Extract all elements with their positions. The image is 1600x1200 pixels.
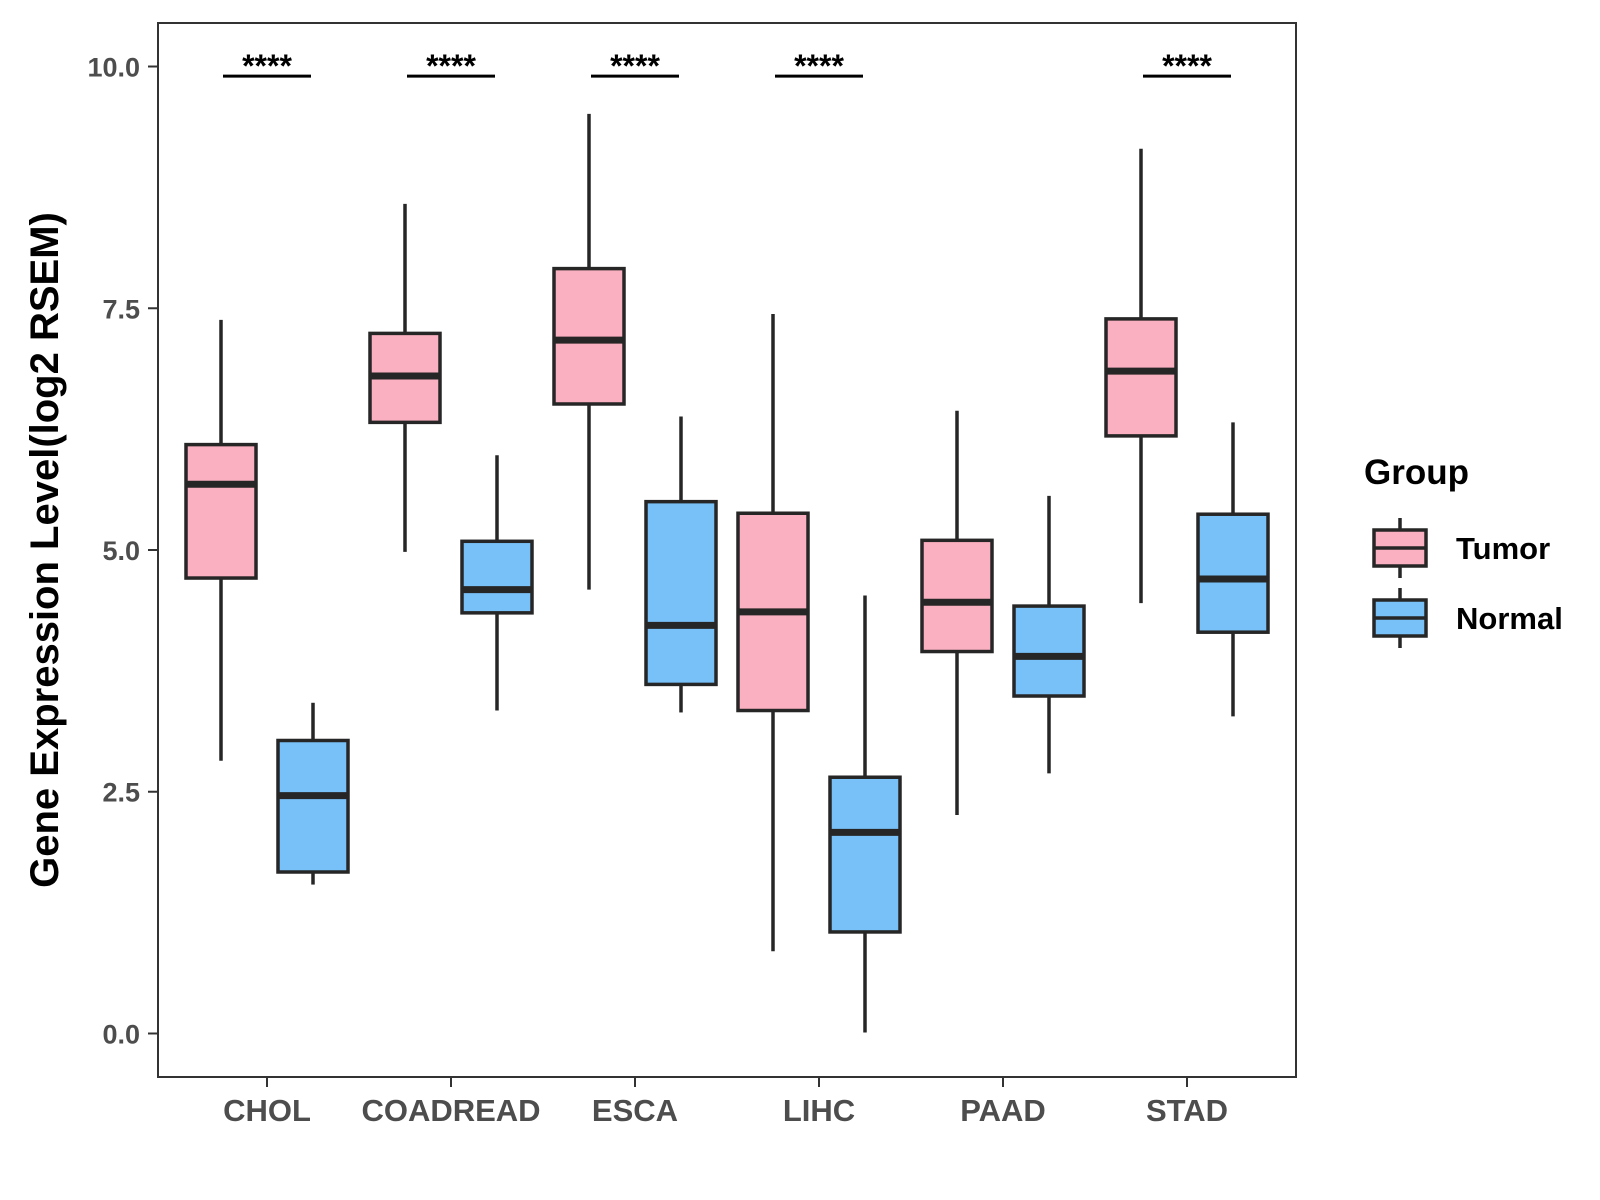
- box-tumor-coadread: [368, 203, 442, 552]
- box-iqr: [828, 775, 902, 934]
- box-iqr: [460, 539, 534, 615]
- x-tick-label: COADREAD: [361, 1093, 540, 1128]
- y-tick-label: 2.5: [102, 778, 140, 808]
- legend: Group Tumor Normal: [1364, 453, 1563, 648]
- box-tumor-paad: [920, 410, 994, 815]
- significance-label: ****: [1162, 48, 1212, 84]
- y-tick-label: 7.5: [102, 294, 140, 324]
- x-axis: CHOL COADREAD ESCA LIHC PAAD STAD: [223, 1077, 1228, 1128]
- x-tick-label: PAAD: [960, 1093, 1046, 1128]
- box-tumor-chol: [184, 319, 258, 761]
- box-normal-lihc: [828, 595, 902, 1033]
- box-tumor-esca: [552, 113, 626, 590]
- y-axis: 0.0 2.5 5.0 7.5 10.0: [87, 53, 158, 1049]
- x-tick-label: ESCA: [592, 1093, 678, 1128]
- box-iqr: [552, 266, 626, 406]
- box-normal-esca: [644, 416, 718, 713]
- significance-label: ****: [242, 48, 292, 84]
- y-tick-label: 10.0: [87, 53, 140, 83]
- significance-label: ****: [794, 48, 844, 84]
- legend-title: Group: [1364, 453, 1469, 492]
- box-tumor-lihc: [736, 314, 810, 952]
- box-iqr: [1012, 604, 1086, 698]
- legend-item-normal: Normal: [1372, 588, 1563, 648]
- significance-label: ****: [610, 48, 660, 84]
- x-tick-label: CHOL: [223, 1093, 311, 1128]
- box-iqr: [1104, 317, 1178, 438]
- box-iqr: [644, 499, 718, 687]
- y-tick-label: 0.0: [102, 1019, 140, 1049]
- box-normal-coadread: [460, 455, 534, 711]
- plot-panel: [157, 22, 1297, 1078]
- x-tick-label: STAD: [1146, 1093, 1228, 1128]
- box-iqr: [184, 442, 258, 580]
- legend-label: Normal: [1456, 601, 1563, 636]
- box-tumor-stad: [1104, 148, 1178, 604]
- box-normal-stad: [1196, 422, 1270, 717]
- y-axis-title: Gene Expression Level(log2 RSEM): [23, 212, 67, 888]
- box-normal-paad: [1012, 495, 1086, 774]
- box-iqr: [276, 738, 350, 874]
- box-iqr: [1196, 512, 1270, 634]
- box-normal-chol: [276, 702, 350, 885]
- significance-label: ****: [426, 48, 476, 84]
- box-series: [184, 113, 1270, 1033]
- legend-label: Tumor: [1456, 531, 1550, 566]
- x-tick-label: LIHC: [783, 1093, 855, 1128]
- legend-item-tumor: Tumor: [1372, 518, 1550, 578]
- y-tick-label: 5.0: [102, 536, 140, 566]
- significance-annotations: **** **** **** **** ****: [223, 48, 1231, 84]
- box-iqr: [920, 538, 994, 654]
